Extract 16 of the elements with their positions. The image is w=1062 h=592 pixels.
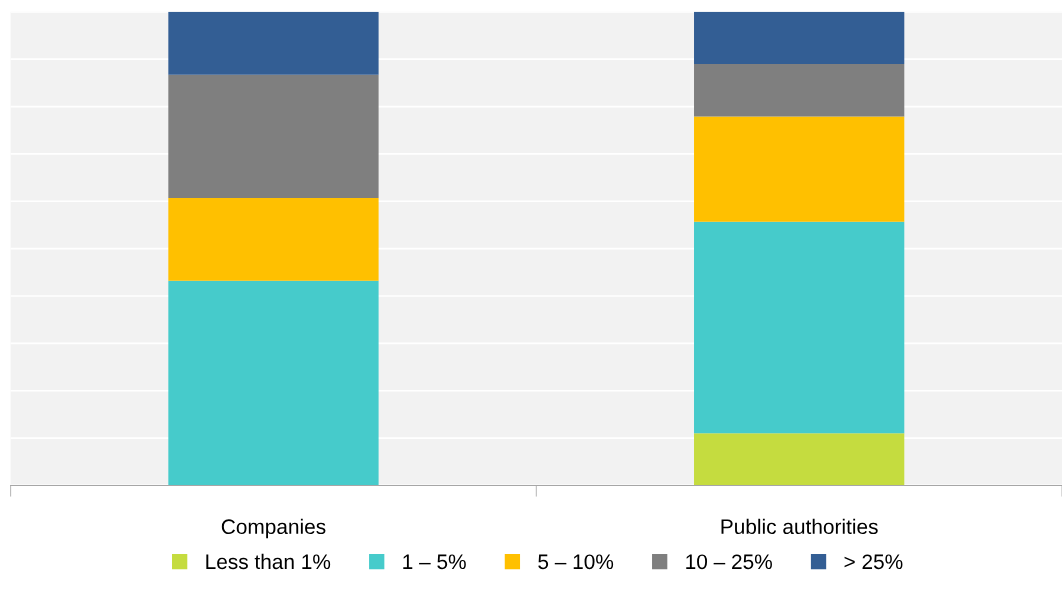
bar [694,116,905,222]
bar [168,197,379,281]
bar [694,11,905,64]
legend-label: 1 – 5% [403,554,466,570]
bar [168,74,379,198]
legend-label: 10 – 25% [686,554,772,570]
bar [168,11,379,75]
x-tick-label: Public authorities [721,518,878,535]
bar [694,433,905,486]
bar [694,63,905,117]
legend-label: Less than 1% [206,553,331,570]
x-tick-label: Companies [221,518,326,539]
legend-label: 5 – 10% [538,554,614,570]
legend-label: > 25% [844,554,903,570]
bar [694,221,905,434]
bar [168,280,379,486]
